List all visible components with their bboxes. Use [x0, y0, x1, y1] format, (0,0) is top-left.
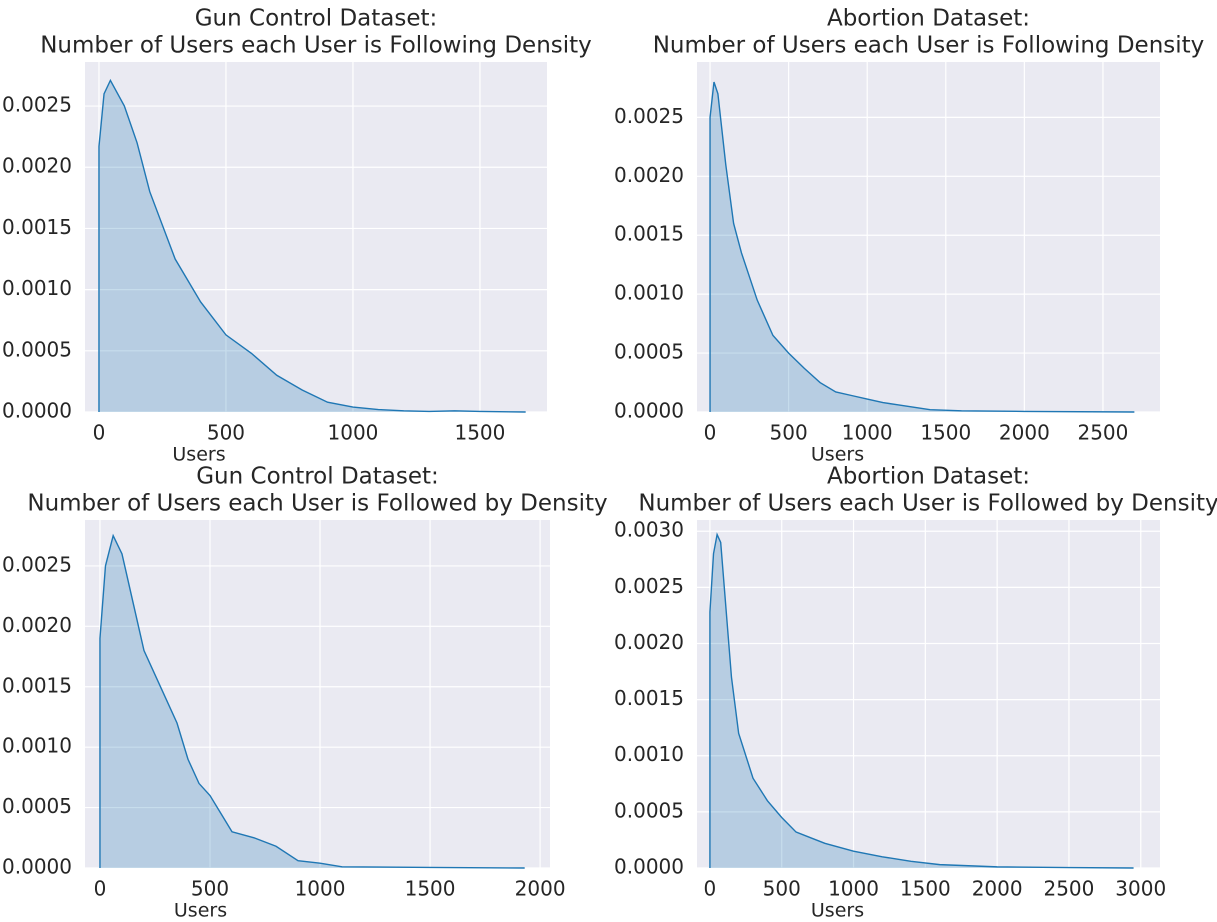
y-tick-label: 0.0025 — [614, 104, 684, 128]
chart-title: Gun Control Dataset: — [195, 6, 438, 32]
x-tick-label: 1500 — [454, 421, 505, 445]
x-axis-label: Users — [811, 900, 864, 922]
x-axis-label: Users — [172, 444, 225, 466]
x-tick-label: 500 — [763, 877, 801, 901]
x-tick-label: 3000 — [1115, 877, 1166, 901]
x-tick-label: 0 — [704, 877, 717, 901]
y-tick-label: 0.0015 — [2, 673, 72, 697]
density-fill — [709, 534, 1134, 868]
y-tick-label: 0.0015 — [614, 222, 684, 246]
x-tick-label: 1500 — [920, 421, 971, 445]
y-tick-label: 0.0015 — [614, 686, 684, 710]
y-tick-label: 0.0030 — [614, 518, 684, 542]
x-tick-label: 1500 — [900, 877, 951, 901]
x-tick-label: 0 — [93, 421, 106, 445]
x-tick-label: 0 — [704, 421, 717, 445]
x-tick-label: 1000 — [828, 877, 879, 901]
y-tick-label: 0.0010 — [2, 276, 72, 300]
x-tick-label: 2500 — [1077, 421, 1128, 445]
x-tick-label: 500 — [191, 877, 229, 901]
y-tick-label: 0.0005 — [614, 340, 684, 364]
density-line — [709, 532, 1134, 869]
density-fill — [98, 80, 526, 413]
chart-title: Gun Control Dataset: — [196, 464, 439, 490]
x-tick-label: 2000 — [515, 877, 566, 901]
x-tick-label: 2500 — [1043, 877, 1094, 901]
y-tick-label: 0.0000 — [614, 855, 684, 879]
plot-background — [85, 62, 547, 412]
x-tick-label: 1000 — [842, 421, 893, 445]
x-tick-label: 2000 — [972, 877, 1023, 901]
chart-title: Number of Users each User is Followed by… — [27, 491, 607, 517]
y-tick-label: 0.0020 — [614, 630, 684, 654]
y-tick-label: 0.0020 — [614, 163, 684, 187]
y-tick-label: 0.0010 — [2, 734, 72, 758]
x-tick-label: 500 — [207, 421, 245, 445]
y-tick-label: 0.0005 — [2, 337, 72, 361]
y-tick-label: 0.0005 — [614, 798, 684, 822]
x-tick-label: 1500 — [405, 877, 456, 901]
density-fill — [99, 535, 525, 868]
y-tick-label: 0.0000 — [2, 399, 72, 423]
x-tick-label: 1000 — [295, 877, 346, 901]
y-tick-label: 0.0005 — [2, 794, 72, 818]
density-fill — [710, 82, 1135, 412]
plot-background — [85, 520, 550, 868]
chart-title: Abortion Dataset: — [827, 6, 1030, 32]
chart-title: Number of Users each User is Following D… — [653, 33, 1205, 59]
density-line — [709, 81, 1135, 413]
chart-title: Number of Users each User is Followed by… — [638, 491, 1217, 517]
x-tick-label: 1000 — [328, 421, 379, 445]
density-line — [98, 78, 526, 413]
y-tick-label: 0.0010 — [614, 281, 684, 305]
y-tick-label: 0.0020 — [2, 154, 72, 178]
density-line — [99, 533, 525, 869]
chart-title: Abortion Dataset: — [827, 464, 1030, 490]
x-axis-label: Users — [811, 444, 864, 466]
x-tick-label: 0 — [94, 877, 107, 901]
y-tick-label: 0.0000 — [614, 399, 684, 423]
y-tick-label: 0.0015 — [2, 215, 72, 239]
y-tick-label: 0.0000 — [2, 855, 72, 879]
y-tick-label: 0.0025 — [614, 574, 684, 598]
chart-title: Number of Users each User is Following D… — [40, 33, 592, 59]
y-tick-label: 0.0010 — [614, 742, 684, 766]
y-tick-label: 0.0025 — [2, 93, 72, 117]
x-axis-label: Users — [174, 900, 227, 922]
plot-background — [697, 520, 1160, 868]
y-tick-label: 0.0020 — [2, 613, 72, 637]
y-tick-label: 0.0025 — [2, 552, 72, 576]
x-tick-label: 500 — [770, 421, 808, 445]
x-tick-label: 2000 — [999, 421, 1050, 445]
